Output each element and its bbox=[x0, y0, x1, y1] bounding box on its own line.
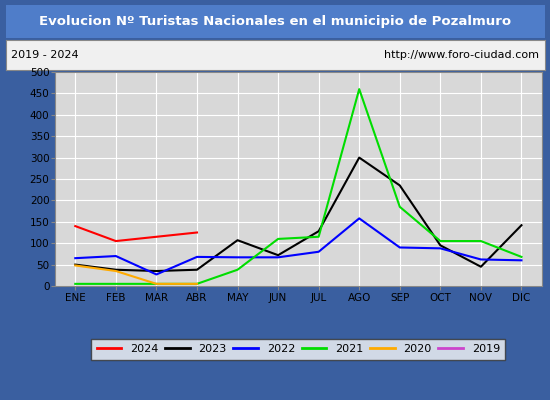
Legend: 2024, 2023, 2022, 2021, 2020, 2019: 2024, 2023, 2022, 2021, 2020, 2019 bbox=[91, 339, 505, 360]
Text: 2019 - 2024: 2019 - 2024 bbox=[11, 50, 79, 60]
Text: Evolucion Nº Turistas Nacionales en el municipio de Pozalmuro: Evolucion Nº Turistas Nacionales en el m… bbox=[39, 15, 511, 28]
Text: http://www.foro-ciudad.com: http://www.foro-ciudad.com bbox=[384, 50, 539, 60]
